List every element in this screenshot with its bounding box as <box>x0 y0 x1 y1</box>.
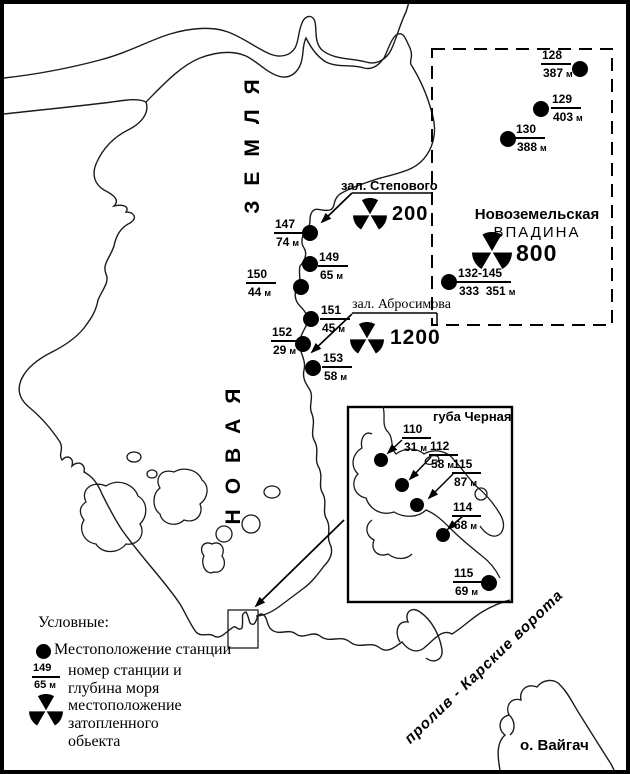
island-name-zemlya: ЗЕМЛЯ <box>241 64 264 214</box>
station-number: 114 <box>452 501 482 517</box>
station-depth: 387 м <box>543 65 573 80</box>
depression-title: Новоземельская ВПАДИНА <box>470 206 604 241</box>
station-depth: 69 м <box>455 583 479 598</box>
dump-count-stepovogo: 200 <box>392 203 429 225</box>
legend-line-sunken: затопленного <box>68 715 159 732</box>
inset-box <box>346 405 514 604</box>
station-depth: 58 м <box>431 456 455 471</box>
station-number: 129 <box>551 93 582 109</box>
archipelago-islands <box>79 451 281 574</box>
island-name-novaya: НОВАЯ <box>222 373 245 525</box>
station-label-115-69: 115 69 м <box>453 567 483 598</box>
station-number: 130 <box>515 123 546 139</box>
coastline-novaya-zemlya <box>4 4 511 662</box>
station-number: 115 <box>452 458 482 474</box>
station-depth: 45 м <box>322 320 346 335</box>
station-label-129: 129 403 м <box>551 93 583 123</box>
station-depth: 403 м <box>553 109 583 124</box>
station-number: 153 <box>322 352 353 368</box>
station-depth: 65 м <box>34 678 56 691</box>
radiation-icon <box>350 322 384 355</box>
station-number: 152 <box>271 326 302 342</box>
legend-sample-station: 149 65 м <box>32 662 61 691</box>
station-label-152: 152 29 м <box>271 326 302 357</box>
inset-source-rect <box>227 609 259 649</box>
map-canvas <box>4 4 615 770</box>
station-dot-icon <box>36 644 51 659</box>
inset-bay-shore <box>352 406 505 579</box>
station-number: 151 <box>320 304 351 320</box>
station-dots <box>293 61 588 591</box>
station-label-114: 114 68 м <box>452 501 482 532</box>
station-label-147: 147 74 м <box>274 218 305 249</box>
legend-title: Условные: <box>38 614 109 631</box>
station-depth: 74 м <box>276 234 300 249</box>
station-number: 147 <box>274 218 305 234</box>
coastline-vaygach <box>497 679 615 770</box>
station-number: 112 <box>429 440 459 456</box>
station-number: 132-145 <box>457 267 512 283</box>
station-depth: 29 м <box>273 342 297 357</box>
station-number: 110 <box>402 423 432 439</box>
legend-line-object: обьекта <box>68 733 121 750</box>
station-label-153: 153 58 м <box>322 352 353 383</box>
station-depth: 65 м <box>320 267 344 282</box>
station-depth: 31 м <box>404 439 428 454</box>
bay-label-abrosimova: зал. Абросимова <box>352 297 451 312</box>
legend-station-location: Местоположение станции <box>54 641 232 658</box>
station-label-130: 130 388 м <box>515 123 547 153</box>
station-label-132-145: 132-145 333 351 м <box>457 267 515 297</box>
station-label-115-87: 115 87 м <box>452 458 482 489</box>
station-depth: 87 м <box>454 474 478 489</box>
depression-dashed-box <box>431 48 613 326</box>
station-depth: 333 351 м <box>459 283 516 298</box>
station-number: 149 <box>318 251 349 267</box>
station-number: 150 <box>246 268 277 284</box>
station-depth: 44 м <box>248 284 272 299</box>
dump-count-depression: 800 <box>516 240 558 266</box>
legend-line-location: местоположение <box>68 697 182 714</box>
station-label-110: 110 31 м <box>402 423 432 454</box>
radiation-icon <box>353 198 387 231</box>
bay-label-stepovogo: зал. Степового <box>341 178 438 193</box>
vaygach-island-label: о. Вайгач <box>520 737 589 754</box>
station-depth: 58 м <box>324 368 348 383</box>
station-label-149: 149 65 м <box>318 251 349 282</box>
station-number: 128 <box>541 49 572 65</box>
legend-line-station-number: номер станции и <box>68 662 182 679</box>
legend-line-sea-depth: глубина моря <box>68 680 160 697</box>
station-label-151: 151 45 м <box>320 304 351 335</box>
station-depth: 68 м <box>454 517 478 532</box>
station-number: 149 <box>32 662 61 678</box>
station-label-128: 128 387 м <box>541 49 573 79</box>
leader-lines <box>310 192 464 531</box>
station-number: 115 <box>453 567 483 583</box>
depression-title-line2: ВПАДИНА <box>493 224 581 241</box>
radiation-icon <box>29 694 63 727</box>
station-depth: 388 м <box>517 139 547 154</box>
station-label-150: 150 44 м <box>246 268 277 299</box>
depression-title-line1: Новоземельская <box>474 206 600 223</box>
dump-count-abrosimova: 1200 <box>390 326 441 349</box>
station-label-112: 112 58 м <box>429 440 459 471</box>
inset-pointer-arrow <box>254 519 345 608</box>
inset-title-guba-chernaya: губа Черная <box>433 409 512 424</box>
